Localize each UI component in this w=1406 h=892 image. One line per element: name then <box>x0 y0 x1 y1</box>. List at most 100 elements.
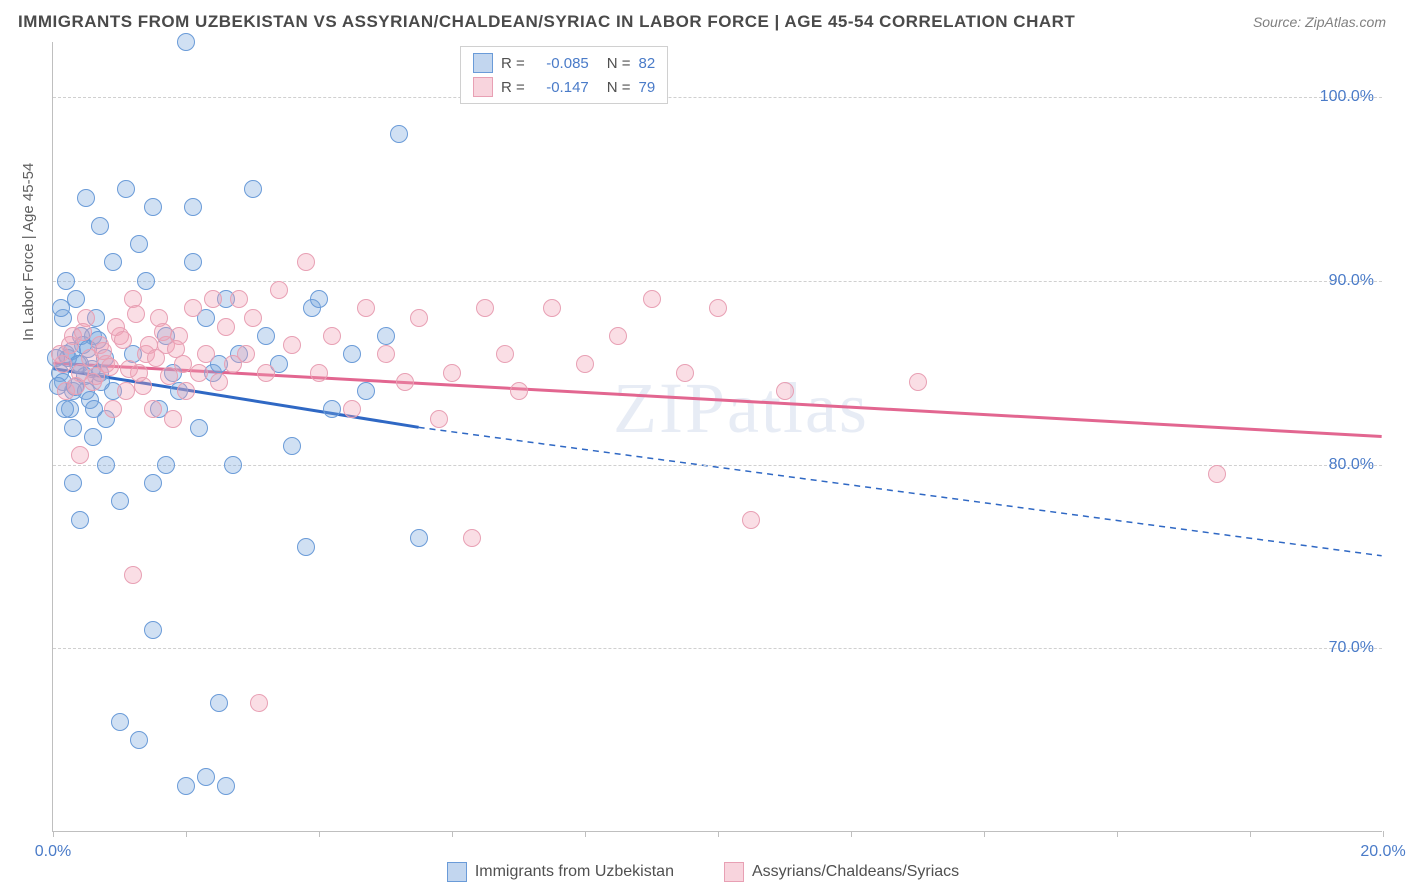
y-tick-label: 70.0% <box>1329 639 1374 657</box>
data-point <box>184 198 202 216</box>
data-point <box>310 290 328 308</box>
legend-row: R = -0.085 N = 82 <box>473 51 655 75</box>
data-point <box>230 290 248 308</box>
x-tick-label: 20.0% <box>1360 843 1405 861</box>
legend-n-value: 79 <box>639 79 656 96</box>
data-point <box>297 253 315 271</box>
x-tick <box>319 831 320 837</box>
data-point <box>134 377 152 395</box>
correlation-legend: R = -0.085 N = 82 R = -0.147 N = 79 <box>460 46 668 104</box>
x-tick <box>1383 831 1384 837</box>
data-point <box>609 327 627 345</box>
data-point <box>463 529 481 547</box>
legend-swatch <box>447 862 467 882</box>
legend-r-label: R = <box>501 55 525 72</box>
data-point <box>297 538 315 556</box>
x-tick <box>186 831 187 837</box>
data-point <box>390 125 408 143</box>
data-point <box>74 323 92 341</box>
data-point <box>177 777 195 795</box>
bottom-legend-item: Assyrians/Chaldeans/Syriacs <box>724 862 959 882</box>
data-point <box>283 437 301 455</box>
data-point <box>91 217 109 235</box>
data-point <box>283 336 301 354</box>
data-point <box>190 419 208 437</box>
data-point <box>120 360 138 378</box>
data-point <box>114 331 132 349</box>
data-point <box>323 400 341 418</box>
data-point <box>157 456 175 474</box>
chart-title: IMMIGRANTS FROM UZBEKISTAN VS ASSYRIAN/C… <box>18 12 1075 32</box>
data-point <box>257 364 275 382</box>
y-tick-label: 100.0% <box>1320 88 1374 106</box>
legend-n-label: N = <box>607 55 631 72</box>
data-point <box>357 299 375 317</box>
x-tick-label: 0.0% <box>35 843 71 861</box>
y-axis-label: In Labor Force | Age 45-54 <box>20 163 37 341</box>
data-point <box>94 342 112 360</box>
data-point <box>177 33 195 51</box>
data-point <box>709 299 727 317</box>
data-point <box>84 428 102 446</box>
data-point <box>104 253 122 271</box>
data-point <box>543 299 561 317</box>
data-point <box>184 253 202 271</box>
data-point <box>67 377 85 395</box>
data-point <box>130 235 148 253</box>
data-point <box>323 327 341 345</box>
data-point <box>210 694 228 712</box>
data-point <box>177 382 195 400</box>
data-point <box>217 777 235 795</box>
data-point <box>190 364 208 382</box>
data-point <box>174 355 192 373</box>
data-point <box>130 731 148 749</box>
data-point <box>396 373 414 391</box>
legend-n-value: 82 <box>639 55 656 72</box>
data-point <box>137 272 155 290</box>
data-point <box>197 768 215 786</box>
legend-row: R = -0.147 N = 79 <box>473 75 655 99</box>
data-point <box>343 400 361 418</box>
data-point <box>310 364 328 382</box>
data-point <box>144 621 162 639</box>
data-point <box>52 299 70 317</box>
data-point <box>117 382 135 400</box>
x-tick <box>718 831 719 837</box>
data-point <box>217 318 235 336</box>
x-tick <box>1117 831 1118 837</box>
data-point <box>184 299 202 317</box>
data-point <box>64 474 82 492</box>
data-point <box>909 373 927 391</box>
legend-n-label: N = <box>607 79 631 96</box>
gridline <box>53 465 1382 466</box>
gridline <box>53 648 1382 649</box>
data-point <box>85 400 103 418</box>
data-point <box>244 309 262 327</box>
y-tick-label: 80.0% <box>1329 456 1374 474</box>
data-point <box>144 400 162 418</box>
watermark: ZIPatlas <box>613 367 869 450</box>
x-tick <box>53 831 54 837</box>
data-point <box>154 323 172 341</box>
legend-r-label: R = <box>501 79 525 96</box>
data-point <box>377 327 395 345</box>
x-tick <box>585 831 586 837</box>
data-point <box>164 410 182 428</box>
data-point <box>343 345 361 363</box>
data-point <box>410 309 428 327</box>
data-point <box>144 474 162 492</box>
gridline <box>53 281 1382 282</box>
data-point <box>224 456 242 474</box>
data-point <box>57 272 75 290</box>
legend-label: Immigrants from Uzbekistan <box>475 863 674 881</box>
legend-r-value: -0.085 <box>533 55 589 72</box>
data-point <box>410 529 428 547</box>
data-point <box>676 364 694 382</box>
bottom-legend-item: Immigrants from Uzbekistan <box>447 862 674 882</box>
legend-swatch <box>473 77 493 97</box>
data-point <box>357 382 375 400</box>
legend-swatch <box>473 53 493 73</box>
data-point <box>77 189 95 207</box>
data-point <box>443 364 461 382</box>
x-tick <box>851 831 852 837</box>
